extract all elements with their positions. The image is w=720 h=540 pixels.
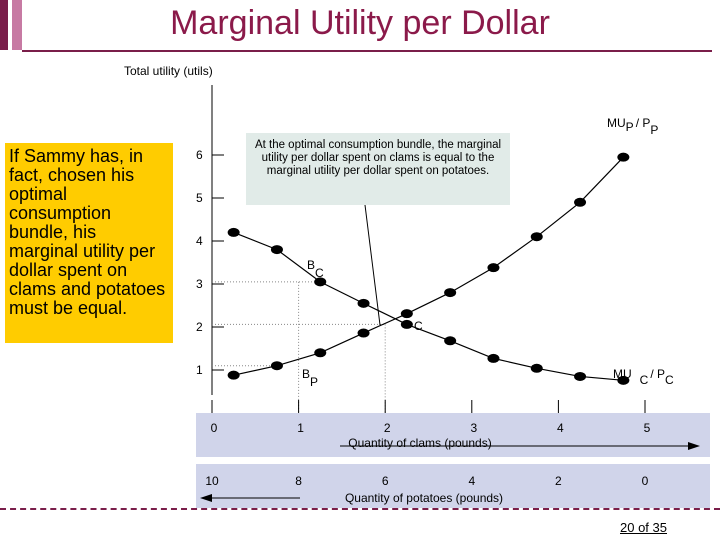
slide-title: Marginal Utility per Dollar: [170, 4, 550, 42]
clams-arrow: [340, 442, 700, 450]
clams-axis-label: Quantity of clams (pounds): [348, 436, 491, 450]
optimal-bundle-callout: At the optimal consumption bundle, the m…: [246, 133, 510, 205]
title-accent-bar-light: [12, 0, 22, 50]
series-1-point-4: [400, 319, 413, 329]
series-1-point-2: [314, 277, 327, 287]
potatoes-axis-label: Quantity of potatoes (pounds): [345, 491, 503, 505]
clams-tick-label-1: 1: [297, 421, 304, 435]
potatoes-tick-label-6: 6: [382, 474, 389, 488]
y-axis-label: Total utility (utils): [124, 64, 213, 78]
potatoes-tick-label-4: 4: [468, 474, 475, 488]
potatoes-tick-label-2: 2: [555, 474, 562, 488]
y-tick-label-6: 6: [196, 148, 203, 162]
series-line-1: [233, 231, 624, 381]
clams-tick-label-4: 4: [557, 421, 564, 435]
page-number: 20 of 35: [620, 520, 667, 535]
explanation-box: If Sammy has, in fact, chosen his optima…: [5, 143, 173, 343]
series-0-point-3: [357, 328, 370, 338]
series-0-point-2: [314, 348, 327, 358]
title-accent-bar-dark: [0, 0, 8, 50]
potatoes-tick-label-0: 0: [642, 474, 649, 488]
clams-tick-label-5: 5: [644, 421, 651, 435]
mu-clams-label: MU C / PC: [613, 367, 674, 387]
clams-axis-band: [196, 413, 710, 457]
series-0-point-1: [270, 361, 283, 371]
series-1-point-3: [357, 298, 370, 308]
potatoes-axis-band: [196, 464, 710, 508]
clams-tick-label-2: 2: [384, 421, 391, 435]
callout-pointer: [364, 204, 381, 326]
point-label-bp: BP: [302, 367, 318, 389]
series-1-point-1: [270, 245, 283, 255]
series-0-point-8: [574, 197, 587, 207]
series-1-point-8: [574, 371, 587, 381]
series-1-point-9: [617, 375, 630, 385]
y-tick-label-3: 3: [196, 277, 203, 291]
series-0-point-4: [400, 309, 413, 319]
y-tick-label-1: 1: [196, 363, 203, 377]
y-tick-label-2: 2: [196, 320, 203, 334]
series-line-0: [233, 156, 624, 376]
series-0-point-5: [444, 288, 457, 298]
mu-potatoes-label: MUP / PP: [607, 116, 658, 137]
clams-tick-label-0: 0: [211, 421, 218, 435]
potatoes-arrow: [200, 494, 300, 502]
title-divider: [22, 50, 712, 52]
clams-tick-label-3: 3: [470, 421, 477, 435]
series-0-point-9: [617, 152, 630, 162]
series-0-point-7: [530, 232, 543, 242]
series-1-point-5: [444, 336, 457, 346]
footer-divider: [0, 508, 720, 510]
y-tick-label-4: 4: [196, 234, 203, 248]
series-1-point-7: [530, 363, 543, 373]
series-0-point-0: [227, 370, 240, 380]
series-1-point-6: [487, 353, 500, 363]
series-1-point-0: [227, 227, 240, 237]
series-0-point-6: [487, 263, 500, 273]
potatoes-tick-label-8: 8: [295, 474, 302, 488]
point-label-c: C: [414, 319, 423, 333]
point-label-bc: BC: [307, 258, 324, 280]
y-tick-label-5: 5: [196, 191, 203, 205]
potatoes-tick-label-10: 10: [205, 474, 219, 488]
